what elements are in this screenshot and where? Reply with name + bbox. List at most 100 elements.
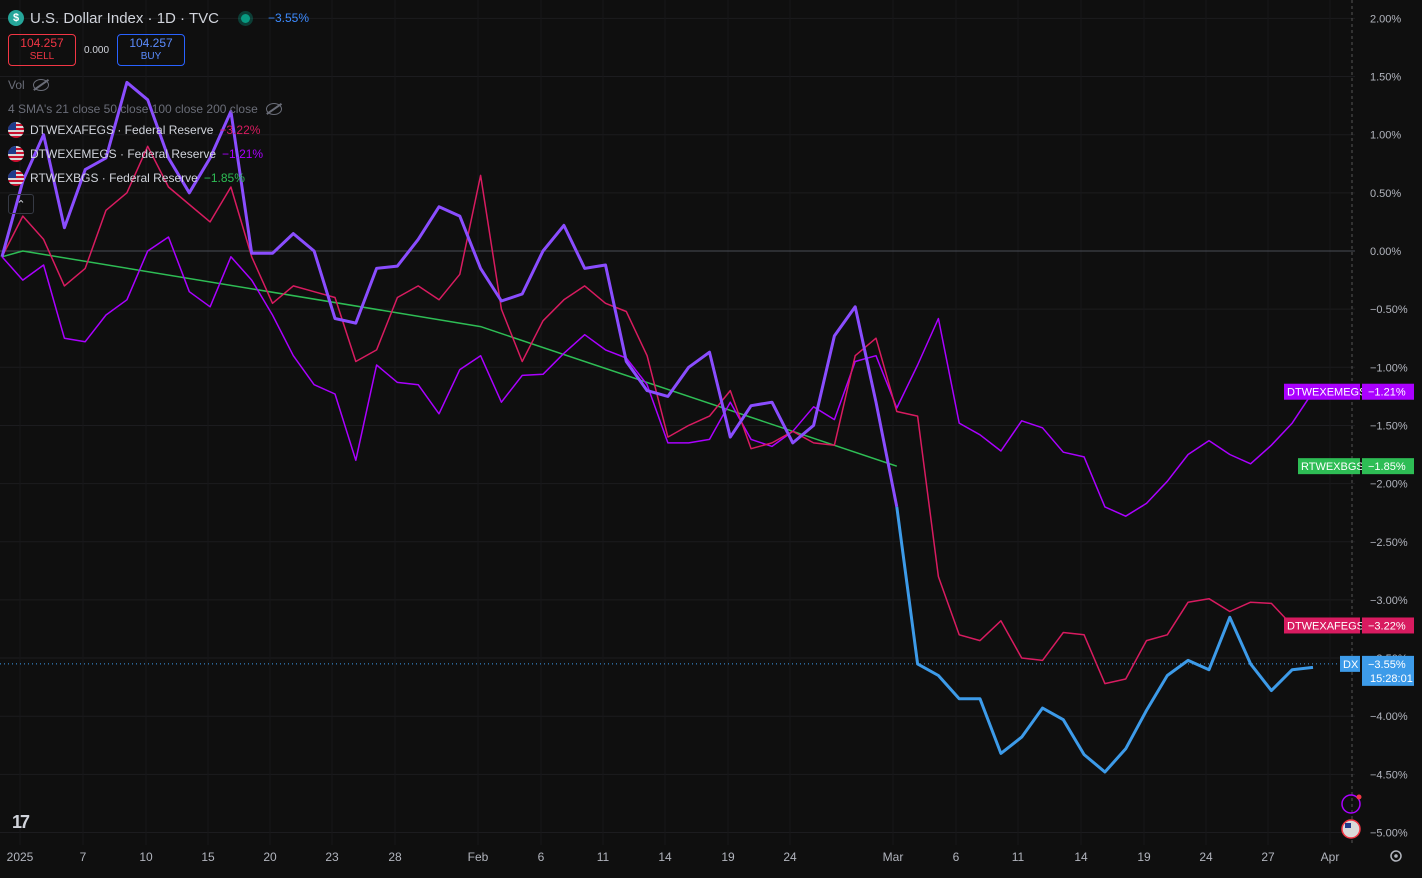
spread-value: 0.000 — [84, 44, 110, 56]
y-tick-label: −2.50% — [1370, 537, 1408, 549]
x-tick-label: 20 — [263, 850, 277, 864]
tradingview-logo-icon[interactable]: 17 — [12, 812, 30, 832]
series-line-dx-early[interactable] — [0, 80, 899, 508]
y-axis-panel[interactable] — [1355, 0, 1422, 845]
grid — [0, 0, 1355, 845]
x-axis-panel[interactable] — [0, 845, 1422, 878]
x-tick-label: Feb — [468, 850, 489, 864]
x-tick-label: 2025 — [7, 850, 34, 864]
x-tick-label: 11 — [597, 850, 610, 864]
sell-price: 104.257 — [20, 36, 64, 50]
us-flag-icon — [8, 170, 24, 186]
collapse-legend-button[interactable]: ⌃ — [8, 194, 34, 214]
end-tag: RTWEXBGS −1.85% — [1298, 458, 1414, 475]
legend-series-change: −1.85% — [203, 171, 245, 185]
legend-series-change: −3.22% — [219, 123, 261, 137]
end-tag-name-bg — [1340, 655, 1360, 672]
end-tag-value-bg — [1362, 617, 1414, 634]
volume-label: Vol — [8, 78, 25, 92]
end-tag: DX −3.55% 15:28:01 — [1340, 655, 1414, 686]
x-tick-label: 23 — [325, 850, 339, 864]
legend-series-row[interactable]: DTWEXEMEGS · Federal Reserve −1.21% — [8, 142, 309, 166]
y-tick-label: −4.00% — [1370, 711, 1408, 723]
sma-label: 4 SMA's 21 close 50 close 100 close 200 … — [8, 102, 258, 116]
y-tick-label: 0.50% — [1370, 188, 1401, 200]
x-tick-label: 19 — [1137, 850, 1151, 864]
end-tag-value: −1.85% — [1368, 461, 1406, 473]
end-tag-value: −3.22% — [1368, 620, 1406, 632]
y-tick-label: −0.50% — [1370, 304, 1408, 316]
x-tick-label: Mar — [883, 850, 904, 864]
end-tag-name-bg — [1284, 617, 1360, 634]
end-tag-name: DTWEXEMEGS — [1287, 387, 1366, 399]
buy-label: BUY — [140, 51, 162, 62]
legend: $ U.S. Dollar Index · 1D · TVC −3.55% 10… — [8, 8, 309, 214]
symbol-change: −3.55% — [267, 11, 309, 25]
us-flag-icon — [8, 146, 24, 162]
end-tag-value: −3.55% — [1368, 659, 1406, 671]
y-tick-label: 1.00% — [1370, 130, 1401, 142]
series-line-dtwexafegs[interactable] — [1, 145, 1313, 685]
x-tick-label: 24 — [1199, 850, 1213, 864]
end-tag-name: DX — [1343, 659, 1359, 671]
volume-indicator-row[interactable]: Vol — [8, 76, 309, 94]
x-tick-label: 28 — [388, 850, 402, 864]
x-tick-label: Apr — [1321, 850, 1340, 864]
settings-gear-icon[interactable] — [1390, 850, 1402, 862]
y-tick-label: −1.50% — [1370, 420, 1408, 432]
x-tick-label: 7 — [80, 850, 87, 864]
end-tag-value-bg — [1362, 458, 1414, 475]
legend-series-name: DTWEXAFEGS · Federal Reserve — [30, 123, 214, 137]
end-tag-value: −1.21% — [1368, 387, 1406, 399]
legend-series-change: −1.21% — [222, 147, 264, 161]
y-tick-label: −1.00% — [1370, 362, 1408, 374]
x-tick-label: 6 — [538, 850, 545, 864]
legend-series-row[interactable]: DTWEXAFEGS · Federal Reserve −3.22% — [8, 118, 309, 142]
end-labels: DTWEXEMEGS −1.21% RTWEXBGS −1.85% DTWEXAFEGS… — [1284, 383, 1414, 862]
end-tag-timer: 15:28:01 — [1370, 673, 1413, 685]
series-legend: DTWEXAFEGS · Federal Reserve −3.22% DTWEXE… — [8, 118, 309, 190]
end-tag-name-bg — [1298, 458, 1360, 475]
market-status-icon[interactable] — [240, 13, 250, 23]
y-axis: 2.00% 1.50% 1.00% 0.50% 0.00% −0.50% −1.00% −1.… — [1355, 0, 1422, 845]
x-tick-label: 27 — [1261, 850, 1275, 864]
symbol-row[interactable]: $ U.S. Dollar Index · 1D · TVC −3.55% — [8, 8, 309, 28]
y-tick-label: −3.00% — [1370, 595, 1408, 607]
us-flag-icon — [8, 122, 24, 138]
legend-series-name: DTWEXEMEGS · Federal Reserve — [30, 147, 217, 161]
series-line-dx[interactable] — [895, 506, 1314, 774]
series-line-dtwexemegs[interactable] — [1, 236, 1314, 517]
end-tag: DTWEXAFEGS −3.22% — [1284, 617, 1414, 634]
y-tick-label: 1.50% — [1370, 72, 1401, 84]
end-tag-value-bg — [1362, 655, 1414, 686]
x-tick-label: 24 — [783, 850, 797, 864]
us-flag-icon[interactable] — [1341, 819, 1361, 839]
sma-indicator-row[interactable]: 4 SMA's 21 close 50 close 100 close 200 … — [8, 100, 309, 118]
legend-series-row[interactable]: RTWEXBGS · Federal Reserve −1.85% — [8, 166, 309, 190]
x-tick-label: 15 — [201, 850, 215, 864]
sell-label: SELL — [29, 51, 55, 62]
x-axis: 2025 7 10 15 20 23 28 Feb 6 11 14 19 24 Mar 6 11 14 19 24 2… — [0, 845, 1422, 878]
y-tick-label: −4.50% — [1370, 769, 1408, 781]
end-tag-name: RTWEXBGS — [1301, 461, 1364, 473]
alert-icon[interactable] — [1341, 794, 1362, 814]
x-tick-label: 10 — [139, 850, 153, 864]
x-tick-label: 11 — [1012, 850, 1025, 864]
buy-button[interactable]: 104.257 BUY — [117, 34, 186, 66]
buy-price: 104.257 — [129, 36, 173, 50]
series-layer — [0, 80, 1314, 774]
symbol-title[interactable]: U.S. Dollar Index · 1D · TVC — [30, 9, 219, 27]
hidden-eye-icon[interactable] — [265, 103, 282, 115]
x-tick-label: 6 — [953, 850, 960, 864]
end-tag-name-bg — [1284, 383, 1360, 400]
legend-series-name: RTWEXBGS · Federal Reserve — [30, 171, 198, 185]
y-tick-label: 0.00% — [1370, 246, 1401, 258]
x-tick-label: 19 — [721, 850, 735, 864]
sell-button[interactable]: 104.257 SELL — [8, 34, 76, 66]
end-tag-name: DTWEXAFEGS — [1287, 620, 1364, 632]
x-tick-label: 14 — [1074, 850, 1088, 864]
hidden-eye-icon[interactable] — [32, 79, 49, 91]
series-line-rtwexbgs[interactable] — [1, 250, 898, 467]
x-tick-label: 14 — [658, 850, 672, 864]
